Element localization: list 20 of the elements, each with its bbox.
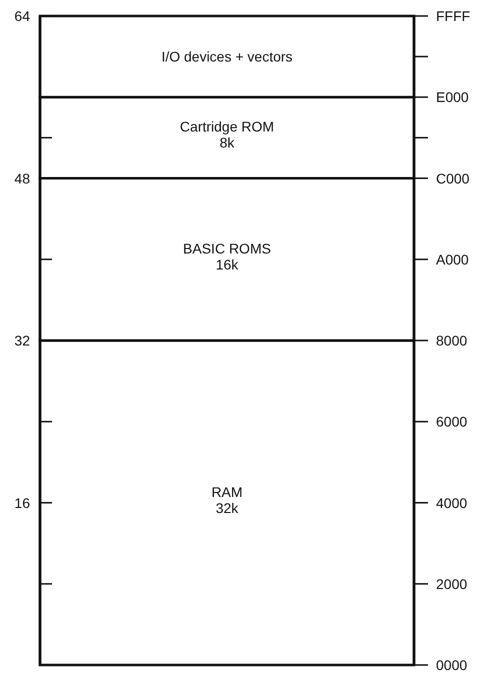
series-label: Cartridge ROM <box>180 118 274 135</box>
category-label: FFFF <box>436 8 470 24</box>
y-tick-label: 32 <box>14 332 30 348</box>
category-label: E000 <box>436 89 469 106</box>
category-label: 2000 <box>436 576 468 592</box>
series-label: BASIC ROMS <box>183 240 271 256</box>
category-label: 4000 <box>436 494 468 511</box>
series-label: RAM <box>211 484 243 500</box>
data-label: 32k <box>216 500 240 516</box>
category-label: 6000 <box>436 414 468 430</box>
data-label: 8k <box>220 134 236 151</box>
y-tick-label: 48 <box>14 170 30 186</box>
category-label: 8000 <box>436 332 468 348</box>
category-label: A000 <box>436 251 469 268</box>
y-tick-label: 16 <box>14 494 30 511</box>
category-label: C000 <box>436 170 470 186</box>
data-label: 16k <box>216 256 240 272</box>
y-tick-label: 64 <box>14 8 30 24</box>
category-label: 0000 <box>436 657 468 673</box>
series-label: I/O devices + vectors <box>161 48 293 65</box>
